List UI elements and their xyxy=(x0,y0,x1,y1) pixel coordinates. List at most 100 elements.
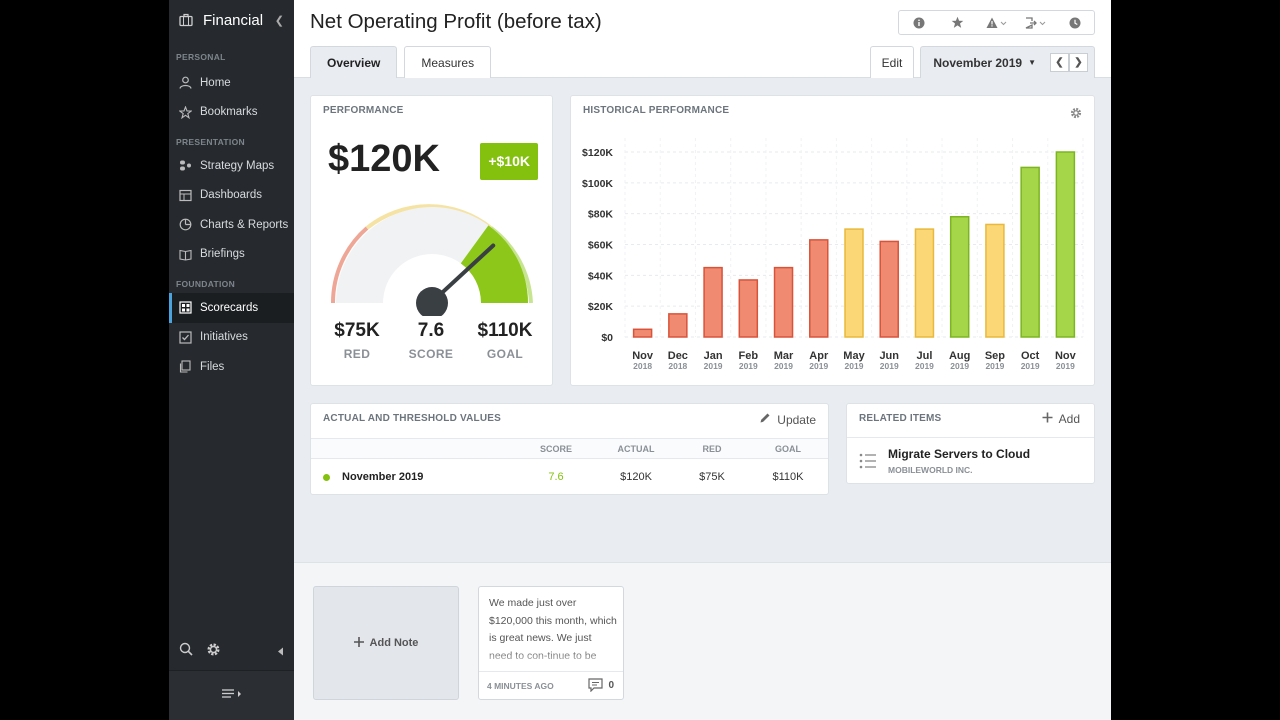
sidebar-item-bookmarks[interactable]: Bookmarks xyxy=(169,98,294,128)
files-icon xyxy=(178,360,192,374)
sidebar-section-foundation: FOUNDATION xyxy=(176,279,236,289)
x-tick-year: 2019 xyxy=(915,361,934,371)
related-item[interactable]: Migrate Servers to Cloud MOBILEWORLD INC… xyxy=(847,437,1094,485)
page-title: Net Operating Profit (before tax) xyxy=(310,10,602,33)
caret-down-icon: ▼ xyxy=(1028,58,1036,67)
export-icon[interactable] xyxy=(1016,11,1055,34)
period-selector[interactable]: November 2019 ▼ ❮ ❯ xyxy=(920,46,1095,78)
bar xyxy=(914,228,935,338)
comment-icon[interactable] xyxy=(588,678,603,694)
scorecard-icon xyxy=(178,301,192,315)
bar xyxy=(632,328,653,338)
table-row[interactable]: November 2019 7.6 $120K $75K $110K xyxy=(311,459,828,495)
performance-value: $120K xyxy=(328,138,440,180)
y-tick-label: $40K xyxy=(588,270,614,282)
bar xyxy=(844,228,864,338)
gauge-red-label: RED xyxy=(343,347,371,361)
sidebar-section-presentation: PRESENTATION xyxy=(176,137,245,147)
sidebar-item-label: Files xyxy=(200,360,225,373)
history-clock-icon[interactable] xyxy=(1055,11,1094,34)
pie-chart-icon xyxy=(178,218,192,232)
x-tick-year: 2019 xyxy=(845,361,864,371)
x-tick-month: Nov xyxy=(1055,350,1077,362)
note-card[interactable]: We made just over $120,000 this month, w… xyxy=(478,586,624,700)
x-tick-year: 2019 xyxy=(1021,361,1040,371)
sidebar-item-strategy-maps[interactable]: Strategy Maps xyxy=(169,151,294,181)
edit-button[interactable]: Edit xyxy=(869,46,915,78)
related-item-org: MOBILEWORLD INC. xyxy=(888,465,973,475)
sidebar-item-label: Scorecards xyxy=(200,301,259,314)
sidebar-item-label: Initiatives xyxy=(200,331,248,344)
x-tick-month: Nov xyxy=(632,350,654,362)
update-button[interactable]: Update xyxy=(759,412,816,427)
search-icon[interactable] xyxy=(179,642,193,661)
status-dot xyxy=(323,474,330,481)
sidebar-item-initiatives[interactable]: Initiatives xyxy=(169,323,294,353)
x-tick-month: Oct xyxy=(1021,350,1040,362)
bar xyxy=(949,216,970,338)
sidebar-item-home[interactable]: Home xyxy=(169,68,294,98)
sidebar-section-personal: PERSONAL xyxy=(176,52,226,62)
gauge-score-label: SCORE xyxy=(408,347,454,361)
x-tick-year: 2019 xyxy=(880,361,899,371)
bar xyxy=(703,266,723,338)
bar xyxy=(668,313,688,338)
bookmark-star-icon[interactable] xyxy=(938,11,977,34)
column-goal: GOAL xyxy=(775,444,801,454)
x-tick-year: 2019 xyxy=(774,361,793,371)
notes-area: Add Note We made just over $120,000 this… xyxy=(294,562,1111,720)
sidebar-item-dashboards[interactable]: Dashboards xyxy=(169,181,294,211)
user-icon xyxy=(178,76,192,90)
x-tick-month: Dec xyxy=(668,350,688,362)
sidebar-item-charts-reports[interactable]: Charts & Reports xyxy=(169,210,294,240)
update-label: Update xyxy=(777,412,816,427)
info-icon[interactable] xyxy=(899,11,938,34)
tab-overview[interactable]: Overview xyxy=(310,46,398,78)
sidebar-item-files[interactable]: Files xyxy=(169,352,294,382)
app-name: Financial xyxy=(203,11,264,29)
x-tick-month: Feb xyxy=(739,350,759,362)
x-tick-year: 2018 xyxy=(668,361,687,371)
y-tick-label: $60K xyxy=(588,240,614,252)
page-header: Net Operating Profit (before tax) Overvi… xyxy=(294,0,1111,78)
y-tick-label: $80K xyxy=(588,209,614,221)
chevron-left-icon[interactable]: ❮ xyxy=(274,14,284,27)
x-tick-month: May xyxy=(843,350,865,362)
header-controls: Edit November 2019 ▼ ❮ ❯ xyxy=(869,46,1095,78)
row-goal: $110K xyxy=(772,471,804,483)
add-note-label: Add Note xyxy=(369,637,419,649)
x-tick-month: Aug xyxy=(949,350,970,362)
page-tabs: Overview Measures xyxy=(310,46,492,78)
sidebar-item-label: Bookmarks xyxy=(200,106,258,119)
y-tick-label: $20K xyxy=(588,301,614,313)
next-period-button[interactable]: ❯ xyxy=(1069,53,1088,72)
bar xyxy=(809,239,829,338)
column-actual: ACTUAL xyxy=(617,444,655,454)
settings-gear-icon[interactable] xyxy=(1070,106,1082,124)
collapse-sidebar-icon[interactable] xyxy=(277,643,284,661)
sidebar-item-label: Strategy Maps xyxy=(200,159,275,172)
gear-icon[interactable] xyxy=(206,642,221,662)
previous-period-button[interactable]: ❮ xyxy=(1050,53,1069,72)
gauge-score-value: 7.6 xyxy=(417,320,445,341)
menu-lines-icon[interactable] xyxy=(221,687,243,705)
row-actual: $120K xyxy=(620,471,652,483)
add-note-button[interactable]: Add Note xyxy=(313,586,459,700)
dashboard-icon xyxy=(178,188,192,202)
bar xyxy=(738,279,759,338)
header-toolbar xyxy=(898,10,1095,35)
pencil-icon xyxy=(759,412,771,427)
gauge-fill xyxy=(460,225,528,303)
y-tick-label: $100K xyxy=(582,178,613,190)
tab-measures[interactable]: Measures xyxy=(404,46,492,78)
x-tick-year: 2018 xyxy=(633,361,652,371)
alert-icon[interactable] xyxy=(977,11,1016,34)
x-tick-year: 2019 xyxy=(739,361,758,371)
main-content: Net Operating Profit (before tax) Overvi… xyxy=(294,0,1111,720)
sidebar-bottom xyxy=(169,633,294,720)
add-related-button[interactable]: Add xyxy=(1042,412,1080,426)
sidebar-item-scorecards[interactable]: Scorecards xyxy=(169,293,294,323)
sidebar-item-briefings[interactable]: Briefings xyxy=(169,240,294,270)
gauge-goal-label: GOAL xyxy=(486,347,524,361)
score-gauge xyxy=(330,204,533,316)
